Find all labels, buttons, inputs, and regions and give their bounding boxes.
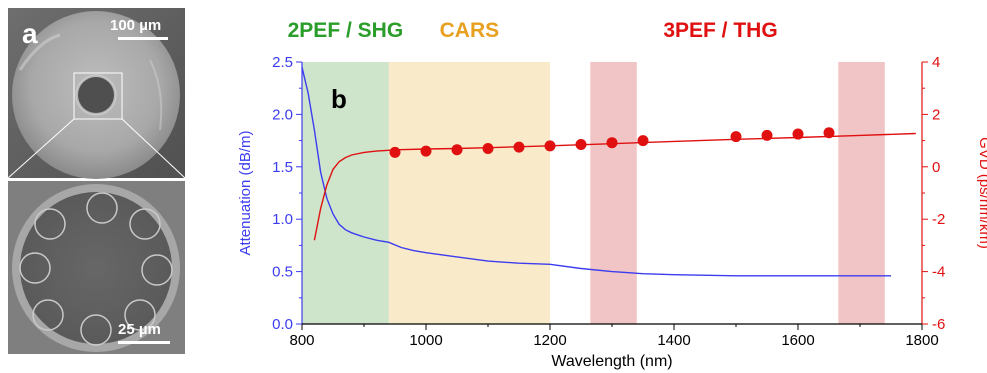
left-tick-label: 2.5 — [272, 54, 293, 71]
right-tick-label: 2 — [932, 106, 940, 123]
series-2-point — [792, 128, 804, 140]
ticks-layer: 800 1000 1200 1400 1600 1800 0.0 0.5 1.0 1.5 2.0 2.… — [272, 54, 945, 349]
x-axis-label: Wavelength (nm) — [551, 353, 672, 370]
series-2-point — [482, 142, 494, 154]
right-tick-label: -2 — [932, 211, 945, 228]
band-1 — [388, 62, 550, 324]
band-label-0: 2PEF / SHG — [288, 19, 404, 42]
series-2-point — [451, 144, 463, 156]
right-axis-label: GVD (ps/nm/km) — [976, 137, 987, 249]
right-tick-label: 4 — [932, 54, 940, 71]
series-2-point — [606, 137, 618, 149]
series-2-point — [637, 135, 649, 147]
sem-bottom-image: 25 µm — [8, 181, 185, 354]
top-scalebar — [118, 37, 168, 40]
bottom-scalebar-label: 25 µm — [118, 321, 161, 338]
series-2-point — [730, 131, 742, 143]
series-1-line — [313, 132, 916, 241]
left-tick-label: 1.0 — [272, 211, 293, 228]
left-axis-label: Attenuation (dB/m) — [237, 130, 254, 255]
series-2-point — [420, 145, 432, 157]
right-tick-label: 0 — [932, 159, 940, 176]
band-label-1: CARS — [440, 19, 500, 42]
right-tick-label: -6 — [932, 316, 945, 333]
band-0 — [302, 62, 389, 324]
series-0-line — [301, 67, 891, 277]
x-tick-label: 1000 — [409, 332, 442, 349]
left-tick-label: 0.0 — [272, 316, 293, 333]
x-tick-label: 1600 — [781, 332, 814, 349]
band-label-2: 3PEF / THG — [663, 19, 777, 42]
bands-layer — [302, 62, 885, 324]
series-2-point — [575, 139, 587, 151]
series-2-point — [823, 127, 835, 139]
left-tick-label: 2.0 — [272, 106, 293, 123]
x-tick-label: 1400 — [657, 332, 690, 349]
left-tick-label: 1.5 — [272, 159, 293, 176]
sem-panel-label: a — [22, 18, 38, 49]
zoom-box — [73, 72, 123, 120]
x-tick-label: 800 — [289, 332, 314, 349]
series-2-point — [513, 141, 525, 153]
sem-panel: a 100 µm 25 µm — [7, 8, 186, 354]
series-2-point — [389, 146, 401, 158]
band-3 — [838, 62, 885, 324]
right-tick-label: -4 — [932, 264, 945, 281]
left-tick-label: 0.5 — [272, 264, 293, 281]
x-tick-label: 1800 — [905, 332, 938, 349]
band-2 — [590, 62, 637, 324]
series-layer — [301, 67, 916, 277]
series-2-point — [761, 129, 773, 141]
series-2-point — [544, 140, 556, 152]
x-tick-label: 1200 — [533, 332, 566, 349]
bottom-scalebar — [118, 341, 170, 344]
chart: 2PEF / SHG CARS 3PEF / THG 800 1000 1200 1400… — [237, 19, 987, 370]
chart-panel-label: b — [331, 84, 347, 114]
top-scalebar-label: 100 µm — [110, 17, 161, 34]
band-labels-layer: 2PEF / SHG CARS 3PEF / THG — [288, 19, 778, 42]
